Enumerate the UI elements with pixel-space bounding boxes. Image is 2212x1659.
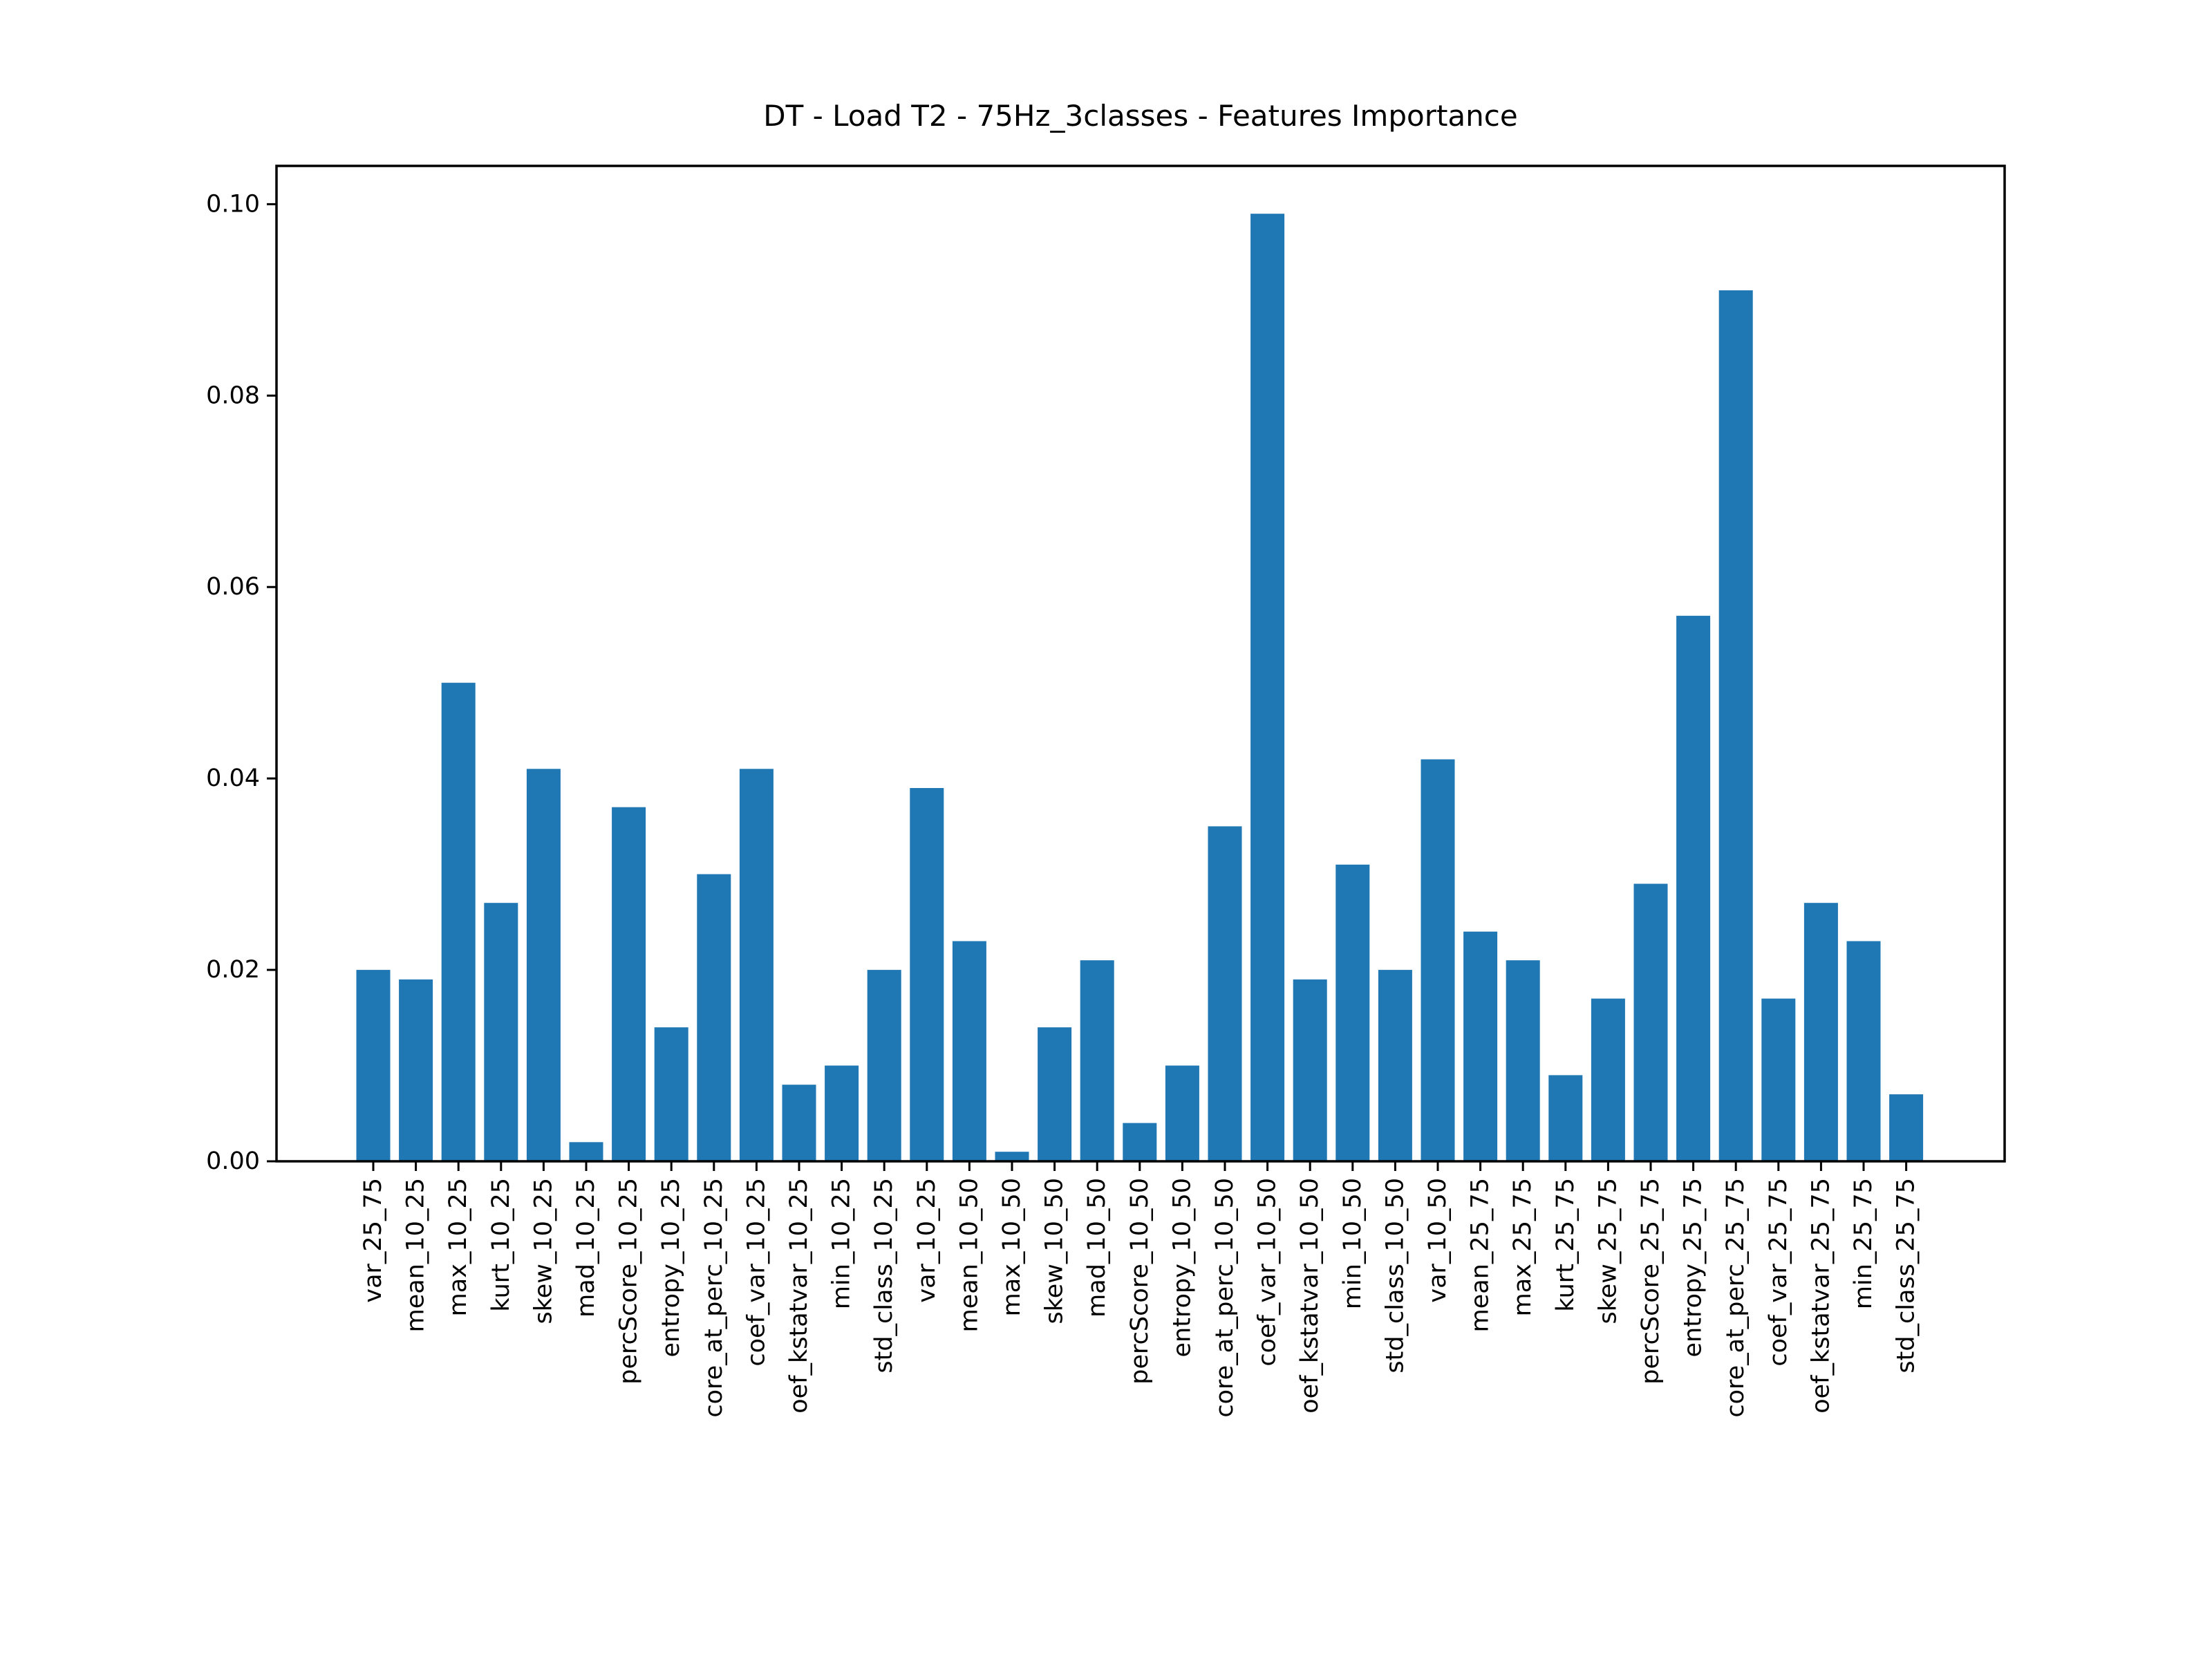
bar-29 bbox=[1548, 1075, 1583, 1161]
bar-21 bbox=[1208, 826, 1242, 1161]
bar-18 bbox=[1080, 960, 1114, 1161]
bar-27 bbox=[1463, 931, 1498, 1161]
bar-8 bbox=[654, 1027, 688, 1161]
bar-30 bbox=[1591, 998, 1625, 1161]
bar-31 bbox=[1633, 883, 1668, 1161]
bar-12 bbox=[825, 1065, 859, 1161]
bar-10 bbox=[739, 769, 774, 1161]
x-tick-label-13: std_class_10_25 bbox=[870, 1178, 898, 1374]
bar-4 bbox=[484, 903, 518, 1161]
bar-33 bbox=[1718, 290, 1753, 1161]
bar-11 bbox=[782, 1085, 816, 1161]
bar-34 bbox=[1761, 998, 1796, 1161]
bar-7 bbox=[612, 807, 646, 1161]
x-tick-label-16: max_10_50 bbox=[998, 1178, 1026, 1316]
bar-1 bbox=[356, 970, 391, 1161]
bar-35 bbox=[1803, 903, 1838, 1161]
bar-24 bbox=[1335, 864, 1370, 1161]
x-tick-label-28: max_25_75 bbox=[1509, 1178, 1537, 1316]
bar-2 bbox=[399, 979, 433, 1161]
bar-13 bbox=[867, 970, 901, 1161]
x-tick-label-5: skew_10_25 bbox=[529, 1178, 557, 1324]
bars-group bbox=[356, 214, 1924, 1162]
y-tick-label-3: 0.04 bbox=[206, 765, 260, 792]
bar-17 bbox=[1038, 1027, 1072, 1161]
y-tick-label-4: 0.06 bbox=[206, 573, 260, 601]
x-axis: var_25_75 mean_10_25 max_10_25 kurt_10_25 sk… bbox=[359, 1161, 1920, 1418]
x-tick-label-35: oef_kstatvar_25_75 bbox=[1807, 1178, 1835, 1414]
x-tick-label-27: mean_25_75 bbox=[1467, 1178, 1494, 1332]
plot-area-frame bbox=[275, 165, 2006, 1163]
x-tick-label-18: mad_10_50 bbox=[1083, 1178, 1111, 1318]
x-tick-label-11: oef_kstatvar_10_25 bbox=[785, 1178, 813, 1414]
x-tick-label-32: entropy_25_75 bbox=[1680, 1178, 1707, 1357]
bar-5 bbox=[526, 769, 561, 1161]
bar-37 bbox=[1889, 1094, 1924, 1161]
x-tick-label-21: core_at_perc_10_50 bbox=[1211, 1178, 1239, 1418]
x-tick-label-8: entropy_10_25 bbox=[657, 1178, 685, 1357]
x-tick-label-31: percScore_25_75 bbox=[1637, 1178, 1665, 1385]
x-tick-label-29: kurt_25_75 bbox=[1552, 1178, 1580, 1312]
x-tick-label-20: entropy_10_50 bbox=[1168, 1178, 1196, 1357]
bar-26 bbox=[1421, 759, 1455, 1161]
bar-15 bbox=[952, 941, 986, 1161]
bar-9 bbox=[697, 874, 731, 1161]
x-tick-label-10: coef_var_10_25 bbox=[742, 1178, 770, 1367]
y-tick-label-5: 0.08 bbox=[206, 382, 260, 409]
bar-14 bbox=[910, 788, 944, 1161]
x-tick-label-19: percScore_10_50 bbox=[1126, 1178, 1154, 1385]
bar-19 bbox=[1123, 1123, 1157, 1161]
chart-title: DT - Load T2 - 75Hz_3classes - Features … bbox=[763, 99, 1517, 133]
x-tick-label-4: kurt_10_25 bbox=[487, 1178, 515, 1312]
x-tick-label-23: oef_kstatvar_10_50 bbox=[1296, 1178, 1324, 1414]
bar-25 bbox=[1378, 970, 1412, 1161]
bar-23 bbox=[1293, 979, 1327, 1161]
bar-16 bbox=[995, 1152, 1029, 1161]
x-tick-label-37: std_class_25_75 bbox=[1893, 1178, 1920, 1374]
bar-3 bbox=[441, 682, 476, 1161]
bar-6 bbox=[569, 1142, 603, 1161]
x-tick-label-3: max_10_25 bbox=[444, 1178, 472, 1316]
x-tick-label-25: std_class_10_50 bbox=[1381, 1178, 1409, 1374]
x-tick-label-6: mad_10_25 bbox=[572, 1178, 600, 1318]
bar-32 bbox=[1676, 615, 1711, 1161]
x-tick-label-2: mean_10_25 bbox=[402, 1178, 430, 1332]
y-axis: 0.00 0.02 0.04 0.06 0.08 0.10 bbox=[206, 190, 276, 1175]
x-tick-label-30: skew_25_75 bbox=[1594, 1178, 1622, 1324]
x-tick-label-34: coef_var_25_75 bbox=[1765, 1178, 1792, 1367]
x-tick-label-12: min_10_25 bbox=[828, 1178, 856, 1309]
y-tick-label-6: 0.10 bbox=[206, 190, 260, 218]
y-tick-label-1: 0.00 bbox=[206, 1147, 260, 1175]
x-tick-label-9: core_at_perc_10_25 bbox=[700, 1178, 728, 1418]
bar-36 bbox=[1846, 941, 1881, 1161]
x-tick-label-36: min_25_75 bbox=[1850, 1178, 1877, 1309]
x-tick-label-7: percScore_10_25 bbox=[615, 1178, 643, 1385]
x-tick-label-17: skew_10_50 bbox=[1041, 1178, 1069, 1324]
x-tick-label-24: min_10_50 bbox=[1339, 1178, 1367, 1309]
x-tick-label-22: coef_var_10_50 bbox=[1254, 1178, 1282, 1367]
x-tick-label-1: var_25_75 bbox=[359, 1178, 387, 1303]
y-tick-label-2: 0.02 bbox=[206, 956, 260, 984]
bar-20 bbox=[1165, 1065, 1199, 1161]
x-tick-label-14: var_10_25 bbox=[913, 1178, 941, 1303]
x-tick-label-26: var_10_50 bbox=[1424, 1178, 1452, 1303]
x-tick-label-33: core_at_perc_25_75 bbox=[1722, 1178, 1750, 1418]
x-tick-label-15: mean_10_50 bbox=[955, 1178, 983, 1332]
bar-28 bbox=[1506, 960, 1540, 1161]
bar-22 bbox=[1250, 214, 1285, 1162]
